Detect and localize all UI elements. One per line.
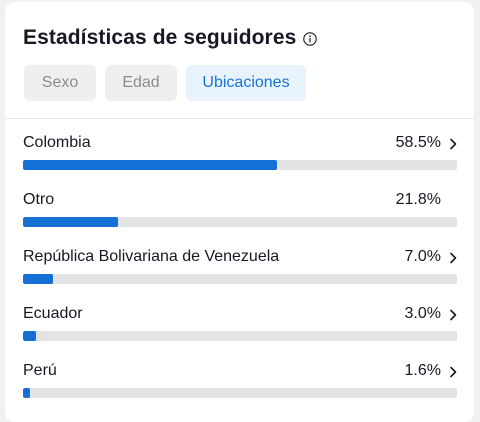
location-row-header: Perú 1.6% [23,357,459,385]
tab-sexo[interactable]: Sexo [24,65,96,101]
progress-track [23,388,457,398]
progress-track [23,217,457,227]
location-value-group: 7.0% [405,248,459,266]
location-percent: 3.0% [404,305,441,322]
tab-edad[interactable]: Edad [105,65,177,101]
tab-label: Ubicaciones [202,74,290,91]
location-row-header: Colombia 58.5% [23,129,459,157]
info-icon[interactable] [303,32,318,46]
location-value-group: 21.8% [396,191,459,209]
chevron-right-icon[interactable] [447,137,459,150]
progress-fill [23,217,118,227]
location-name: Perú [23,362,57,379]
location-row-header: Ecuador 3.0% [23,300,459,328]
location-name: República Bolivariana de Venezuela [23,248,280,265]
location-value-group: 3.0% [405,305,459,323]
progress-track [23,331,457,341]
chevron-spacer [447,194,459,206]
location-row[interactable]: Colombia 58.5% [23,129,459,186]
location-row[interactable]: República Bolivariana de Venezuela 7.0% [23,243,459,300]
progress-fill [23,160,277,170]
location-value-group: 1.6% [405,362,459,380]
locations-list: Colombia 58.5% Otro 21.8% República Bolivari… [23,129,459,414]
tab-label: Sexo [41,74,79,91]
location-percent: 7.0% [404,248,441,265]
tab-label: Edad [122,74,160,91]
divider [5,118,474,119]
card-header: Estadísticas de seguidores [23,24,318,52]
location-name: Ecuador [23,305,83,322]
progress-fill [23,388,30,398]
location-percent: 21.8% [395,191,441,208]
chevron-right-icon[interactable] [447,365,459,378]
progress-fill [23,331,37,341]
location-row: Otro 21.8% [23,186,459,243]
page-title: Estadísticas de seguidores [23,26,297,49]
location-row[interactable]: Perú 1.6% [23,357,459,414]
tab-ubicaciones[interactable]: Ubicaciones [186,65,306,101]
location-row-header: República Bolivariana de Venezuela 7.0% [23,243,459,271]
location-name: Otro [23,191,55,208]
location-row-header: Otro 21.8% [23,186,459,214]
progress-track [23,274,457,284]
chevron-right-icon[interactable] [447,251,459,264]
location-name: Colombia [23,134,91,151]
location-percent: 58.5% [395,134,441,151]
follower-stats-card: Estadísticas de seguidores Sexo Edad Ubi… [5,2,474,422]
chevron-right-icon[interactable] [447,308,459,321]
progress-fill [23,274,54,284]
location-row[interactable]: Ecuador 3.0% [23,300,459,357]
location-value-group: 58.5% [396,134,459,152]
progress-track [23,160,457,170]
stats-tabs: Sexo Edad Ubicaciones [24,65,306,101]
location-percent: 1.6% [404,362,441,379]
